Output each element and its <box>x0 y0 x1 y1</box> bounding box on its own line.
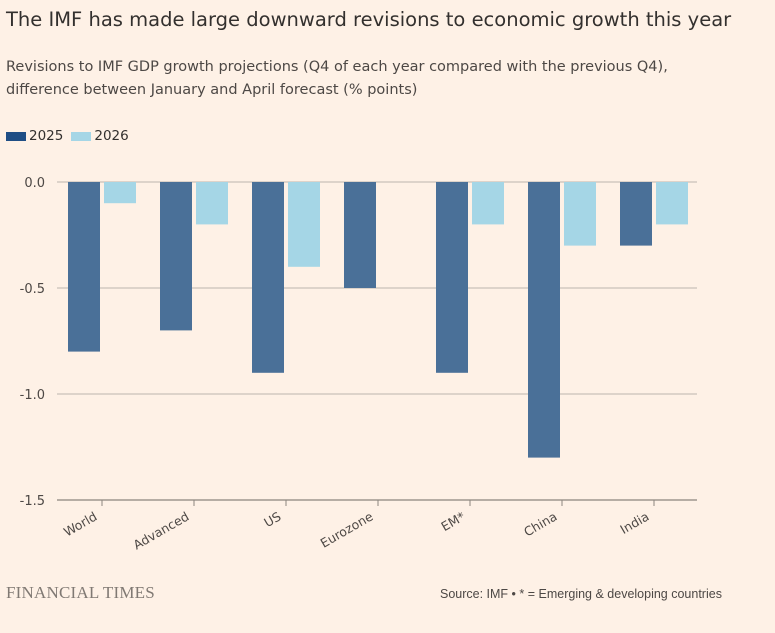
legend-swatch-2025 <box>6 131 26 141</box>
bar-2026-india <box>656 182 688 225</box>
x-tick-label: World <box>61 509 100 540</box>
x-tick-label: Eurozone <box>318 508 376 550</box>
legend-item-2025: 2025 <box>6 128 63 144</box>
y-tick-label: -1.0 <box>20 388 45 403</box>
bar-2026-world <box>104 182 136 204</box>
legend-label-2025: 2025 <box>29 128 64 144</box>
chart-title: The IMF has made large downward revision… <box>6 8 732 31</box>
y-tick-label: 0.0 <box>24 176 45 191</box>
bar-2025-em <box>436 182 468 373</box>
chart-subtitle: Revisions to IMF GDP growth projections … <box>6 56 746 102</box>
x-tick-label: EM* <box>438 509 467 534</box>
bar-2026-china <box>564 182 596 246</box>
x-tick-label: Advanced <box>131 509 192 553</box>
x-tick-label: China <box>521 509 559 540</box>
bar-2025-us <box>252 182 284 373</box>
legend: 2025 2026 <box>6 128 137 144</box>
subtitle-line-2: difference between January and April for… <box>6 82 418 98</box>
bar-2025-eurozone <box>344 182 376 288</box>
y-tick-label: -1.5 <box>20 494 45 509</box>
bar-2026-em <box>472 182 504 225</box>
legend-label-2026: 2026 <box>94 128 129 144</box>
x-tick-label: US <box>261 509 283 531</box>
bar-2025-india <box>620 182 652 246</box>
bar-2025-world <box>68 182 100 352</box>
ft-logo: FINANCIAL TIMES <box>6 583 155 602</box>
y-tick-label: -0.5 <box>20 282 45 297</box>
source-note: Source: IMF • * = Emerging & developing … <box>440 587 722 601</box>
subtitle-line-1: Revisions to IMF GDP growth projections … <box>6 59 668 75</box>
bar-2026-us <box>288 182 320 267</box>
legend-item-2026: 2026 <box>71 128 129 144</box>
bar-2026-advanced <box>196 182 228 225</box>
bar-2025-china <box>528 182 560 458</box>
legend-swatch-2026 <box>71 131 92 141</box>
bar-2025-advanced <box>160 182 192 331</box>
x-tick-label: India <box>617 509 651 537</box>
